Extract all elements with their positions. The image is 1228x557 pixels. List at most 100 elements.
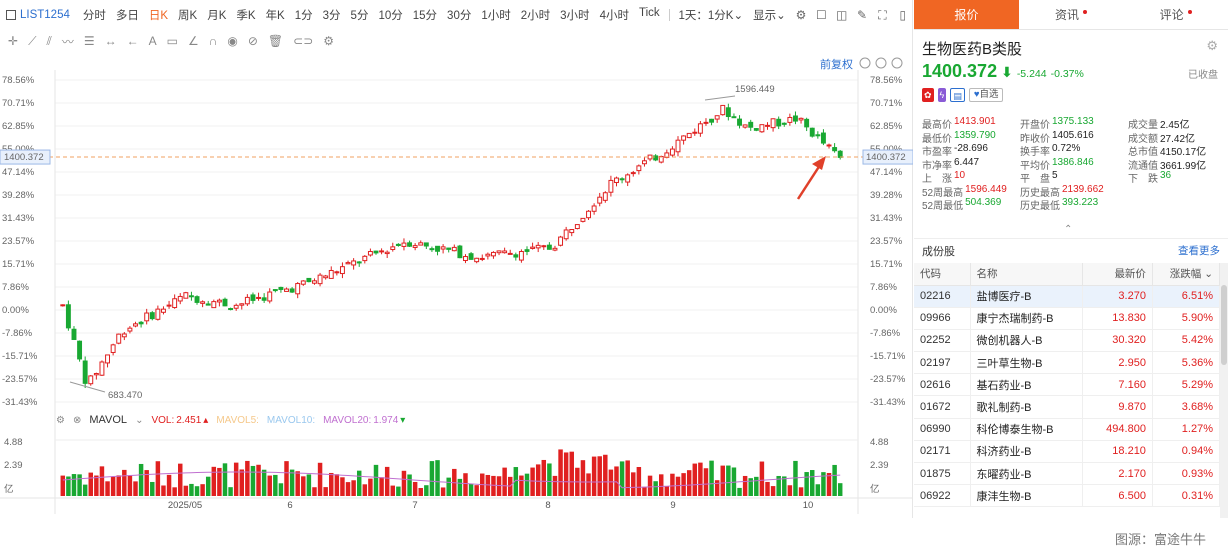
- period-tab[interactable]: 30分: [447, 10, 472, 22]
- table-row[interactable]: 02197 三叶草生物-B 2.950 5.36%: [914, 351, 1221, 375]
- fib-tool-icon[interactable]: ☰: [83, 34, 95, 48]
- camera-icon[interactable]: ◫: [836, 8, 848, 22]
- crosshair-icon[interactable]: ✛: [8, 34, 19, 48]
- cell-code: 06990: [914, 418, 971, 441]
- candle-body: [395, 243, 401, 246]
- zoom-out-icon[interactable]: [875, 57, 887, 69]
- candle-body: [71, 328, 77, 340]
- period-tab[interactable]: 5分: [350, 10, 369, 22]
- angle-tool-icon[interactable]: ∠: [187, 34, 199, 48]
- link-icon[interactable]: ⊂⊃: [293, 34, 314, 48]
- period-tab[interactable]: 周K: [178, 10, 198, 22]
- range-tool-icon[interactable]: ↔: [104, 34, 117, 48]
- period-tab[interactable]: 分时: [82, 10, 106, 22]
- col-name[interactable]: 名称: [970, 263, 1083, 286]
- candle-body: [105, 354, 110, 364]
- table-row[interactable]: 02616 基石药业-B 7.160 5.29%: [914, 373, 1221, 397]
- trash-icon[interactable]: 🗑: [267, 34, 284, 48]
- table-row[interactable]: 01672 歌礼制药-B 9.870 3.68%: [914, 395, 1221, 419]
- period-tab[interactable]: 日K: [148, 10, 169, 22]
- candle-body: [267, 291, 273, 302]
- period-tab[interactable]: 10分: [378, 10, 403, 22]
- mavol-settings-icon[interactable]: ⚙: [56, 414, 65, 426]
- col-code[interactable]: 代码: [914, 263, 971, 286]
- tab-quote[interactable]: 报价: [914, 0, 1019, 29]
- stat-cell: 昨收价 1405.616: [1020, 130, 1128, 145]
- note-tool-icon[interactable]: ▭: [166, 34, 178, 48]
- candle-body: [317, 274, 323, 285]
- eye-icon[interactable]: ◉: [227, 34, 238, 48]
- zoom-in-icon[interactable]: [891, 57, 903, 69]
- symbol-selector[interactable]: LIST1254: [6, 9, 70, 21]
- period-tab[interactable]: 2小时: [520, 10, 551, 22]
- tab-comments[interactable]: 评论: [1123, 0, 1228, 29]
- stat-cell: 平均价 1386.846: [1020, 157, 1128, 172]
- period-tab[interactable]: 年K: [265, 10, 285, 22]
- channel-tool-icon[interactable]: ⫽: [46, 33, 52, 48]
- volume-bar: [161, 485, 166, 496]
- volume-bar: [547, 463, 552, 496]
- fullscreen-icon[interactable]: ⛶: [878, 8, 887, 22]
- scrollbar-thumb[interactable]: [1221, 285, 1227, 365]
- table-row[interactable]: 02171 科济药业-B 18.210 0.94%: [914, 440, 1221, 464]
- lightning-icon[interactable]: ϟ: [937, 88, 947, 102]
- settings-icon[interactable]: ⚙: [795, 8, 807, 22]
- calendar-icon[interactable]: ▤: [950, 88, 965, 102]
- view-more-link[interactable]: 查看更多: [1178, 245, 1220, 257]
- period-tab[interactable]: 多日: [115, 10, 139, 22]
- period-tab[interactable]: 季K: [236, 10, 256, 22]
- candle-body: [776, 118, 782, 127]
- table-row[interactable]: 09966 康宁杰瑞制药-B 13.830 5.90%: [914, 307, 1221, 330]
- mavol-dropdown-icon[interactable]: ⌄: [135, 414, 144, 426]
- arrow-tool-icon[interactable]: ←: [126, 34, 139, 48]
- stat-label: 总市值: [1128, 147, 1158, 158]
- period-tab[interactable]: 3小时: [560, 10, 590, 22]
- line-tool-icon[interactable]: ⟋: [28, 33, 37, 48]
- interval-select[interactable]: 1天：1分K⌄: [678, 10, 744, 22]
- col-change[interactable]: 涨跌幅 ⌄: [1152, 263, 1221, 286]
- draw-settings-icon[interactable]: ⚙: [323, 34, 335, 48]
- col-price[interactable]: 最新价: [1082, 263, 1153, 286]
- hide-icon[interactable]: ⊘: [247, 34, 258, 48]
- cell-name: 盐博医疗-B: [970, 285, 1083, 308]
- volume-tick-label-right: 4.88: [870, 437, 889, 448]
- panel-toggle-icon[interactable]: ▯: [899, 8, 907, 22]
- period-tab[interactable]: 3分: [322, 10, 341, 22]
- period-tab[interactable]: Tick: [638, 7, 660, 19]
- table-row[interactable]: 06990 科伦博泰生物-B 494.800 1.27%: [914, 418, 1221, 441]
- period-tab[interactable]: 月K: [207, 10, 227, 22]
- tab-news[interactable]: 资讯: [1019, 0, 1124, 29]
- undo-icon[interactable]: [859, 57, 871, 69]
- candle-body: [468, 253, 474, 260]
- col-change-label: 涨跌幅: [1169, 268, 1202, 281]
- pen-icon[interactable]: ✎: [857, 8, 868, 22]
- period-tab[interactable]: 4小时: [599, 10, 629, 22]
- period-tab[interactable]: 15分: [412, 10, 438, 22]
- display-select[interactable]: 显示⌄: [753, 10, 786, 22]
- text-tool-icon[interactable]: A: [148, 34, 157, 48]
- candle-body: [804, 118, 810, 128]
- magnet-icon[interactable]: ∩: [208, 34, 218, 48]
- table-row[interactable]: 01875 东曜药业-B 2.170 0.93%: [914, 462, 1221, 486]
- checkbox-icon[interactable]: ☐: [815, 8, 827, 22]
- add-watchlist-button[interactable]: ♥自选: [968, 88, 1004, 102]
- collapse-caret-icon[interactable]: ⌃: [1064, 224, 1073, 235]
- mavol-close-icon[interactable]: ⊗: [72, 414, 82, 426]
- table-row[interactable]: 02252 微创机器人-B 30.320 5.42%: [914, 329, 1221, 353]
- table-scrollbar[interactable]: [1220, 263, 1228, 518]
- candle-body: [161, 308, 166, 313]
- table-row[interactable]: 06922 康沣生物-B 6.500 0.31%: [914, 484, 1221, 508]
- candle-body: [574, 224, 580, 230]
- mavol-title[interactable]: MAVOL: [89, 414, 128, 426]
- panel-settings-icon[interactable]: ⚙: [1206, 38, 1218, 53]
- adjust-select[interactable]: 前复权: [820, 56, 853, 72]
- candle-body: [205, 303, 211, 306]
- wave-tool-icon[interactable]: 〰: [61, 34, 74, 49]
- volume-bar: [122, 469, 127, 496]
- candlestick-chart[interactable]: 78.56% 78.56% 70.71% 70.71% 62.85% 62.85% 55.0…: [0, 52, 913, 518]
- table-row[interactable]: 02216 盐博医疗-B 3.270 6.51%: [914, 285, 1221, 308]
- stat-cell: 最低价 1359.790: [922, 130, 1020, 145]
- period-tab[interactable]: 1小时: [481, 10, 511, 22]
- stat-label: 平均价: [1020, 160, 1050, 172]
- period-tab[interactable]: 1分: [294, 10, 313, 22]
